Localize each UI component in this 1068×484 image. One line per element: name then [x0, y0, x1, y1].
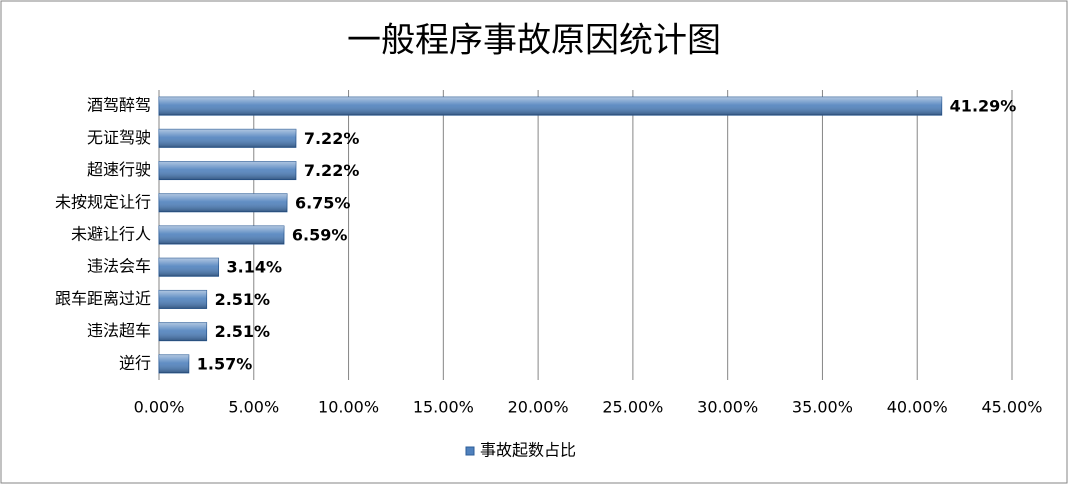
y-tick-label: 酒驾醉驾 — [87, 96, 151, 115]
y-tick-label: 未按规定让行 — [55, 192, 151, 211]
y-tick-label: 逆行 — [119, 353, 151, 372]
bar-shine — [159, 322, 207, 341]
y-tick-label: 超速行驶 — [87, 160, 151, 179]
x-tick-label: 40.00% — [887, 398, 948, 417]
y-tick-label: 无证驾驶 — [87, 128, 151, 147]
value-label: 7.22% — [304, 129, 360, 148]
value-label: 2.51% — [215, 322, 271, 341]
x-tick-label: 0.00% — [134, 398, 185, 417]
x-tick-label: 5.00% — [228, 398, 279, 417]
y-tick-label: 违法超车 — [87, 321, 151, 340]
chart-title: 一般程序事故原因统计图 — [347, 21, 721, 61]
x-tick-label: 35.00% — [792, 398, 853, 417]
x-tick-label: 45.00% — [981, 398, 1042, 417]
x-tick-label: 15.00% — [413, 398, 474, 417]
legend-label: 事故起数占比 — [480, 441, 576, 460]
legend-marker — [465, 446, 475, 456]
bar-shine — [159, 226, 284, 244]
x-tick-label: 30.00% — [697, 398, 758, 417]
value-label: 2.51% — [215, 290, 271, 309]
bar-shine — [159, 97, 942, 116]
bar-shine — [159, 290, 207, 309]
x-tick-label: 10.00% — [318, 398, 379, 417]
bar-shine — [159, 129, 296, 148]
y-tick-label: 违法会车 — [87, 257, 151, 276]
bar-shine — [159, 193, 287, 212]
value-label: 1.57% — [197, 354, 253, 373]
y-tick-label: 跟车距离过近 — [55, 289, 151, 308]
value-label: 7.22% — [304, 161, 360, 180]
y-tick-label: 未避让行人 — [71, 225, 151, 244]
value-label: 6.75% — [295, 193, 351, 212]
x-tick-label: 25.00% — [602, 398, 663, 417]
bar-shine — [159, 161, 296, 180]
bar-shine — [159, 258, 219, 277]
x-tick-label: 20.00% — [508, 398, 569, 417]
value-label: 41.29% — [950, 97, 1017, 116]
value-label: 6.59% — [292, 226, 348, 245]
value-label: 3.14% — [227, 258, 283, 277]
bar-shine — [159, 354, 189, 373]
